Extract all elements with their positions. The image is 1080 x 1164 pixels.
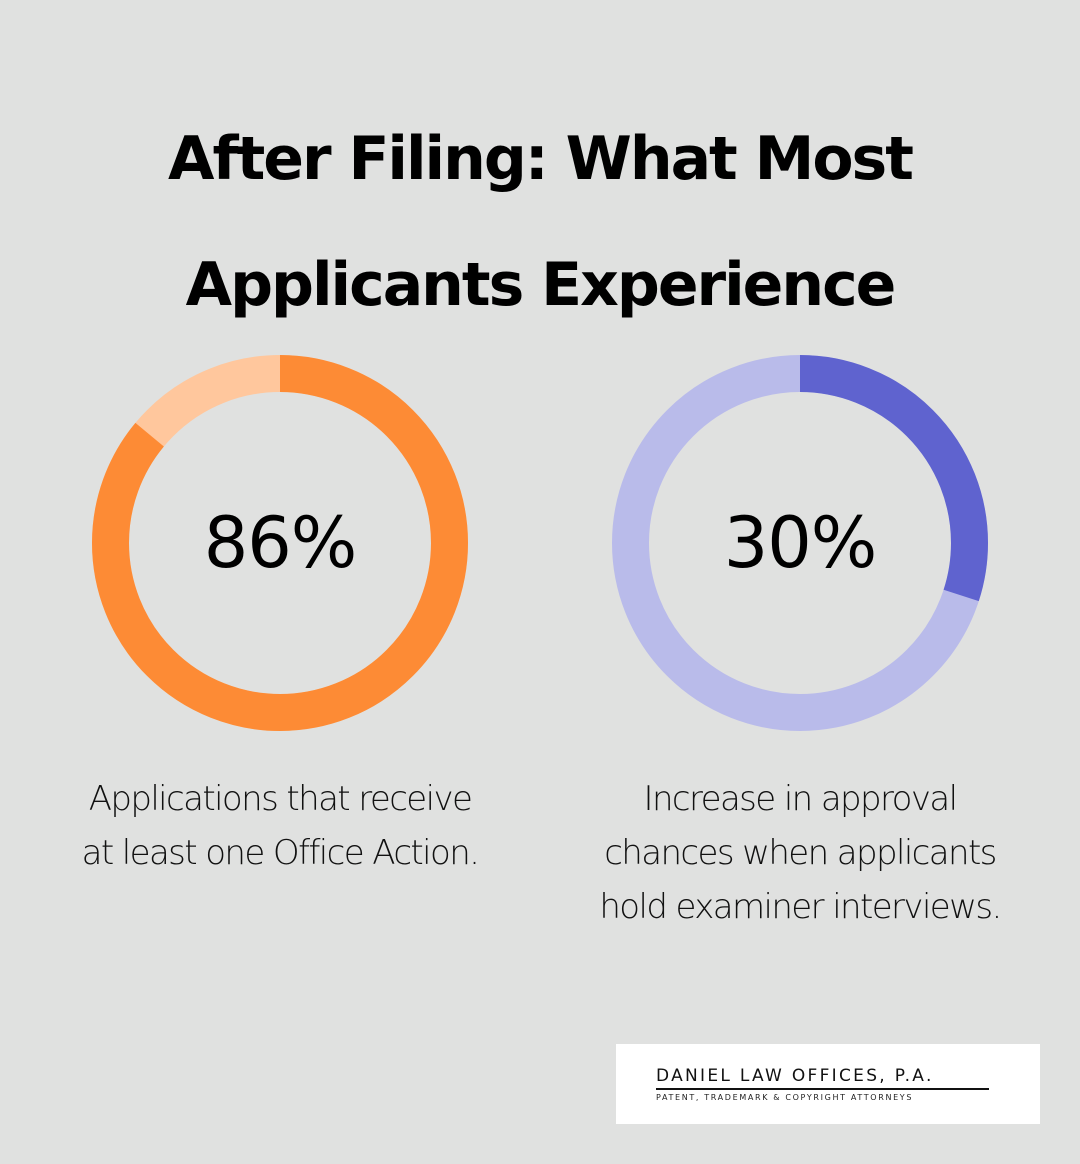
caption-line: at least one Office Action. <box>30 826 530 880</box>
stat-value: 30% <box>610 352 990 734</box>
caption-line: chances when applicants <box>550 826 1050 880</box>
caption-line: Increase in approval <box>550 772 1050 826</box>
caption-line: hold examiner interviews. <box>550 880 1050 934</box>
page-title: After Filing: What Most Applicants Exper… <box>0 96 1080 348</box>
title-line-2: Applicants Experience <box>0 222 1080 348</box>
stat-caption-interviews: Increase in approval chances when applic… <box>550 772 1050 934</box>
donut-chart-interviews: 30% <box>610 352 990 734</box>
title-line-1: After Filing: What Most <box>0 96 1080 222</box>
firm-logo: DANIEL LAW OFFICES, P.A. PATENT, TRADEMA… <box>616 1044 1040 1124</box>
stat-caption-office-actions: Applications that receive at least one O… <box>30 772 530 880</box>
logo-divider <box>656 1088 989 1090</box>
stat-value: 86% <box>90 352 470 734</box>
logo-tagline: PATENT, TRADEMARK & COPYRIGHT ATTORNEYS <box>656 1092 991 1104</box>
caption-line: Applications that receive <box>30 772 530 826</box>
donut-chart-office-actions: 86% <box>90 352 470 734</box>
logo-firm-name: DANIEL LAW OFFICES, P.A. <box>656 1066 989 1086</box>
